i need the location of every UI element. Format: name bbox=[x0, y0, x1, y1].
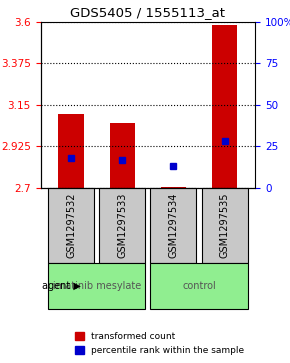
FancyBboxPatch shape bbox=[99, 188, 145, 263]
Title: GDS5405 / 1555113_at: GDS5405 / 1555113_at bbox=[70, 6, 225, 19]
FancyBboxPatch shape bbox=[48, 263, 145, 309]
Bar bbox=[212, 25, 237, 188]
FancyBboxPatch shape bbox=[151, 263, 248, 309]
Text: GSM1297535: GSM1297535 bbox=[220, 193, 230, 258]
Text: GSM1297534: GSM1297534 bbox=[168, 193, 178, 258]
Text: imatinib mesylate: imatinib mesylate bbox=[53, 281, 141, 291]
Text: GSM1297532: GSM1297532 bbox=[66, 193, 76, 258]
Bar bbox=[110, 123, 135, 188]
FancyBboxPatch shape bbox=[202, 188, 248, 263]
Text: GSM1297533: GSM1297533 bbox=[117, 193, 127, 258]
Text: control: control bbox=[182, 281, 216, 291]
Text: agent ▶: agent ▶ bbox=[42, 281, 81, 291]
Bar bbox=[59, 114, 84, 188]
FancyBboxPatch shape bbox=[151, 188, 196, 263]
Legend: transformed count, percentile rank within the sample: transformed count, percentile rank withi… bbox=[71, 329, 248, 359]
Bar bbox=[161, 187, 186, 188]
FancyBboxPatch shape bbox=[48, 188, 94, 263]
